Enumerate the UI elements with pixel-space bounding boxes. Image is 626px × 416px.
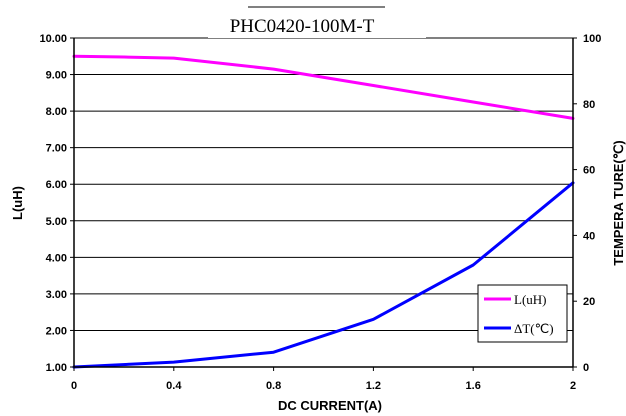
legend: L(uH) ΔT(℃) <box>477 284 568 343</box>
series-line-inductance <box>72 54 575 120</box>
tick-labels: 1.00 2.00 3.00 4.00 5.00 6.00 7.00 8.00 9.00 10.0… <box>39 33 601 392</box>
y-left-tick-label: 10.00 <box>39 33 67 45</box>
x-tick-label: 1.6 <box>466 380 481 392</box>
y-right-tick-label: 60 <box>583 165 595 177</box>
y-left-tick-label: 4.00 <box>46 252 67 264</box>
y-right-axis-title: TEMPERA TURE(℃) <box>611 140 626 265</box>
x-tick-label: 2 <box>570 380 576 392</box>
chart-title: PHC0420-100M-T <box>230 16 375 37</box>
axes <box>70 37 577 371</box>
y-left-tick-label: 3.00 <box>46 289 67 301</box>
y-left-tick-label: 6.00 <box>46 179 67 191</box>
series-layer <box>72 54 575 369</box>
x-axis-title: DC CURRENT(A) <box>278 398 382 413</box>
y-left-tick-label: 2.00 <box>46 325 67 337</box>
y-right-tick-label: 100 <box>583 33 601 45</box>
y-right-tick-label: 40 <box>583 230 595 242</box>
y-right-tick-label: 0 <box>583 362 589 374</box>
y-right-tick-label: 20 <box>583 296 595 308</box>
legend-label-dt: ΔT(℃) <box>514 321 554 336</box>
grid-lines <box>74 37 573 368</box>
y-left-axis-title: L(uH) <box>10 186 25 220</box>
x-tick-label: 0.8 <box>266 380 281 392</box>
y-left-tick-label: 7.00 <box>46 143 67 155</box>
x-tick-label: 1.2 <box>366 380 381 392</box>
y-left-tick-label: 1.00 <box>46 362 67 374</box>
series-line-temperature <box>72 181 575 369</box>
legend-label-l: L(uH) <box>514 292 547 307</box>
title-background <box>208 8 426 38</box>
y-left-tick-label: 9.00 <box>46 70 67 82</box>
x-tick-label: 0 <box>71 380 77 392</box>
y-right-tick-label: 80 <box>583 99 595 111</box>
y-left-tick-label: 8.00 <box>46 106 67 118</box>
legend-box <box>477 284 568 343</box>
y-left-tick-label: 5.00 <box>46 216 67 228</box>
x-tick-label: 0.4 <box>166 380 182 392</box>
